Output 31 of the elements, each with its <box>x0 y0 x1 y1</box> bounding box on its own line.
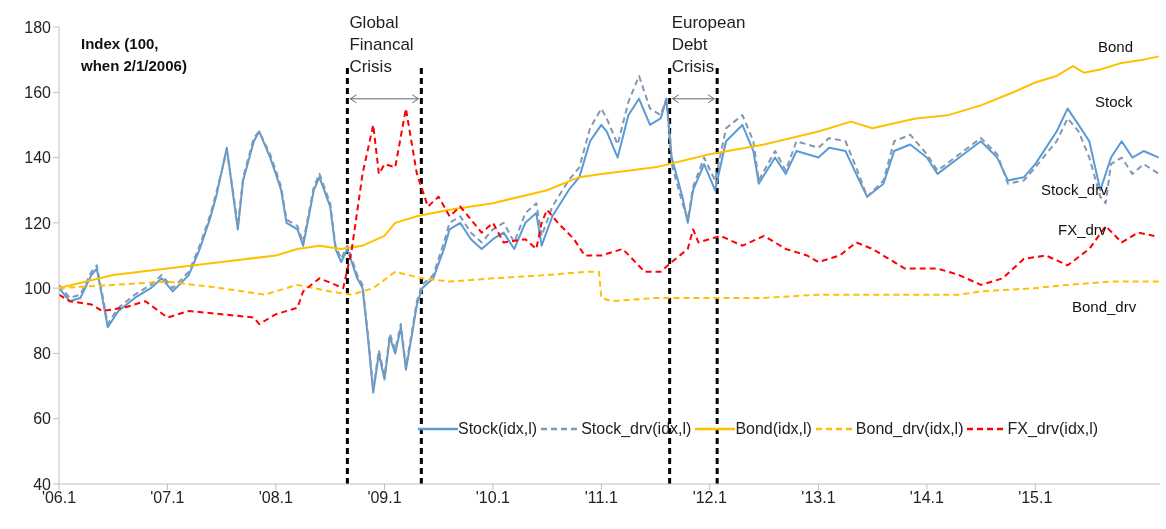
legend-label: Bond(idx,l) <box>735 420 812 438</box>
y-axis-title: Index (100, when 2/1/2006) <box>80 35 187 74</box>
x-tick-label: '13.1 <box>801 489 836 507</box>
x-tick-label: '14.1 <box>909 489 945 507</box>
y-tick-label: 180 <box>24 18 52 36</box>
y-tick-label: 100 <box>24 279 52 297</box>
legend-label: FX_drv(idx,l) <box>1007 420 1099 438</box>
y-tick-label: 60 <box>33 410 52 428</box>
x-tick-label: '06.1 <box>41 489 77 507</box>
annotation: Stock <box>1095 93 1134 110</box>
annotation: Bond <box>1098 38 1134 55</box>
y-tick-label: 80 <box>33 345 52 363</box>
ref-line-label: European Debt Crisis <box>671 13 746 76</box>
x-tick-label: '12.1 <box>692 489 727 507</box>
x-tick-label: '09.1 <box>367 489 402 507</box>
legend-label: Stock(idx,l) <box>458 420 538 438</box>
x-tick-label: '08.1 <box>258 489 294 507</box>
annotation: FX_drv <box>1058 221 1107 238</box>
x-tick-label: '07.1 <box>150 489 185 507</box>
y-tick-label: 160 <box>24 83 52 101</box>
legend-label: Stock_drv(idx,l) <box>581 420 692 438</box>
y-tick-label: 120 <box>24 214 52 232</box>
x-tick-label: '11.1 <box>584 489 618 507</box>
annotation: Bond_drv <box>1072 298 1137 315</box>
x-tick-label: '10.1 <box>475 489 511 507</box>
y-tick-label: 140 <box>24 149 52 167</box>
line-series <box>59 107 1156 326</box>
ref-line-label: Global Financal Crisis <box>349 13 414 76</box>
legend-label: Bond_drv(idx,l) <box>855 420 964 438</box>
x-tick-label: '15.1 <box>1018 489 1053 507</box>
annotation: Stock_drv <box>1041 181 1109 198</box>
